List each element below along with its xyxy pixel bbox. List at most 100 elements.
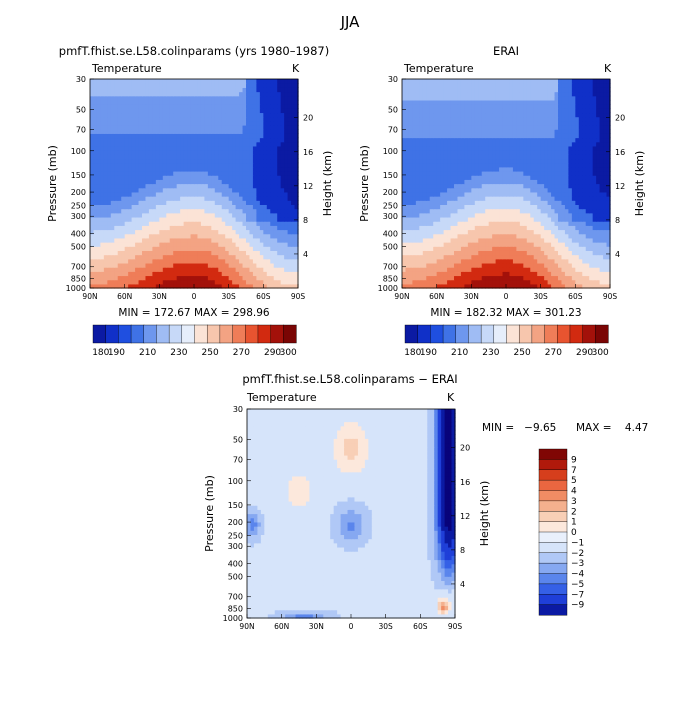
contour-cell — [166, 142, 170, 147]
contour-cell — [603, 171, 607, 176]
contour-cell — [288, 146, 292, 151]
contour-cell — [194, 83, 198, 88]
contour-cell — [489, 242, 493, 247]
contour-cell — [555, 196, 559, 201]
contour-cell — [454, 275, 458, 280]
contour-cell — [426, 259, 430, 264]
contour-cell — [513, 229, 517, 234]
contour-cell — [180, 217, 184, 222]
contour-cell — [409, 179, 413, 184]
contour-cell — [405, 217, 409, 222]
contour-cell — [211, 175, 215, 180]
contour-cell — [277, 209, 281, 214]
contour-cell — [118, 179, 122, 184]
contour-cell — [489, 221, 493, 226]
contour-cell — [135, 83, 139, 88]
contour-cell — [152, 138, 156, 143]
contour-cell — [537, 271, 541, 276]
contour-cell — [211, 167, 215, 172]
contour-cell — [586, 209, 590, 214]
contour-cell — [451, 209, 455, 214]
contour-cell — [149, 242, 153, 247]
contour-cell — [548, 259, 552, 264]
contour-cell — [232, 255, 236, 260]
contour-cell — [541, 188, 545, 193]
contour-cell — [104, 129, 108, 134]
contour-cell — [90, 146, 94, 151]
contour-cell — [593, 175, 597, 180]
contour-cell — [596, 158, 600, 163]
contour-cell — [97, 196, 101, 201]
contour-cell — [249, 163, 253, 168]
contour-cell — [142, 234, 146, 239]
contour-cell — [225, 280, 229, 285]
contour-cell — [215, 100, 219, 105]
contour-cell — [551, 200, 555, 205]
contour-cell — [125, 83, 129, 88]
contour-cell — [284, 175, 288, 180]
contour-cell — [163, 259, 167, 264]
contour-cell — [291, 263, 295, 268]
contour-cell — [281, 175, 285, 180]
contour-cell — [464, 175, 468, 180]
contour-cell — [530, 255, 534, 260]
contour-cell — [270, 108, 274, 113]
contour-cell — [270, 246, 274, 251]
contour-cell — [596, 188, 600, 193]
contour-cell — [485, 242, 489, 247]
contour-cell — [464, 280, 468, 285]
contour-cell — [256, 200, 260, 205]
contour-cell — [104, 255, 108, 260]
contour-cell — [225, 112, 229, 117]
contour-cell — [291, 213, 295, 218]
contour-cell — [260, 179, 264, 184]
contour-cell — [534, 158, 538, 163]
contour-cell — [430, 163, 434, 168]
contour-cell — [142, 200, 146, 205]
contour-cell — [107, 217, 111, 222]
contour-cell — [499, 158, 503, 163]
contour-cell — [177, 87, 181, 92]
contour-cell — [128, 184, 132, 189]
contour-cell — [159, 225, 163, 230]
contour-cell — [145, 121, 149, 126]
contour-cell — [565, 267, 569, 272]
contour-cell — [194, 225, 198, 230]
contour-cell — [184, 267, 188, 272]
contour-cell — [561, 196, 565, 201]
contour-cell — [267, 112, 271, 117]
contour-cell — [277, 192, 281, 197]
contour-cell — [437, 192, 441, 197]
contour-cell — [246, 234, 250, 239]
contour-cell — [142, 213, 146, 218]
contour-cell — [537, 209, 541, 214]
contour-cell — [194, 167, 198, 172]
contour-cell — [457, 200, 461, 205]
contour-cell — [530, 242, 534, 247]
contour-cell — [253, 242, 257, 247]
contour-cell — [541, 158, 545, 163]
contour-cell — [118, 175, 122, 180]
contour-cell — [104, 125, 108, 130]
contour-cell — [142, 263, 146, 268]
contour-cell — [489, 280, 493, 285]
contour-cell — [412, 271, 416, 276]
contour-cell — [191, 117, 195, 122]
contour-cell — [132, 92, 136, 97]
contour-cell — [90, 225, 94, 230]
contour-cell — [575, 238, 579, 243]
contour-cell — [548, 204, 552, 209]
contour-cell — [582, 196, 586, 201]
contour-cell — [551, 275, 555, 280]
contour-cell — [170, 229, 174, 234]
contour-cell — [135, 263, 139, 268]
contour-cell — [451, 158, 455, 163]
contour-cell — [541, 250, 545, 255]
contour-cell — [215, 112, 219, 117]
contour-cell — [492, 229, 496, 234]
contour-cell — [593, 259, 597, 264]
contour-cell — [163, 196, 167, 201]
contour-cell — [523, 188, 527, 193]
contour-cell — [208, 275, 212, 280]
contour-cell — [281, 163, 285, 168]
